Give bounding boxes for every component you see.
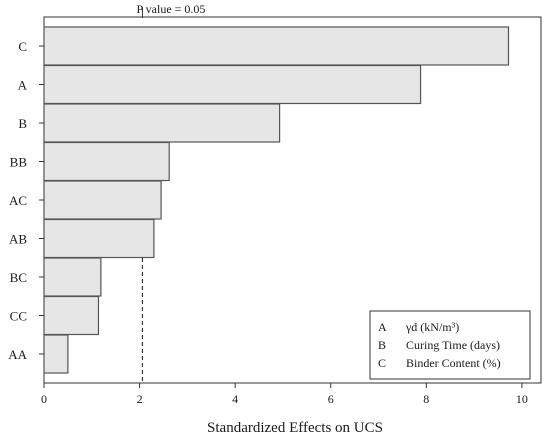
x-tick-label: 4: [232, 392, 238, 406]
legend-entry: Curing Time (days): [406, 338, 500, 352]
legend-entry: γd (kN/m³): [405, 320, 459, 334]
bar-bc: [43, 257, 102, 297]
x-tick-label: 10: [516, 392, 528, 406]
bar-aa: [43, 334, 69, 374]
y-tick-label: AB: [9, 232, 27, 247]
x-axis-label: Standardized Effects on UCS: [207, 420, 383, 436]
legend-entry: Binder Content (%): [406, 356, 501, 370]
y-tick-label: C: [18, 39, 27, 54]
bar-cc: [43, 295, 100, 336]
bar-ab: [43, 218, 155, 259]
bar-b: [43, 103, 281, 143]
x-tick-label: 8: [423, 392, 429, 406]
y-tick-label: AC: [9, 193, 27, 208]
bar-c: [43, 26, 510, 66]
x-tick-label: 6: [328, 392, 334, 406]
legend-key: B: [378, 338, 386, 352]
x-tick-label: 2: [137, 392, 143, 406]
bar-ac: [43, 180, 162, 220]
legend-key: C: [378, 356, 386, 370]
y-tick-label: CC: [10, 309, 27, 324]
legend-key: A: [378, 320, 387, 334]
bars-group: [43, 26, 510, 374]
y-tick-label: B: [18, 116, 27, 131]
x-axis: 0 2 4 6 8 10: [41, 383, 528, 406]
reference-line-group: P value = 0.05: [136, 2, 205, 383]
y-tick-label: BB: [10, 155, 28, 170]
x-tick-label: 0: [41, 392, 47, 406]
bar-a: [43, 64, 422, 105]
y-tick-label: AA: [8, 347, 27, 362]
bar-bb: [43, 141, 170, 182]
reference-line-label: P value = 0.05: [136, 2, 205, 16]
y-tick-label: A: [18, 78, 28, 93]
y-tick-label: BC: [10, 270, 27, 285]
legend-box: [369, 310, 531, 380]
